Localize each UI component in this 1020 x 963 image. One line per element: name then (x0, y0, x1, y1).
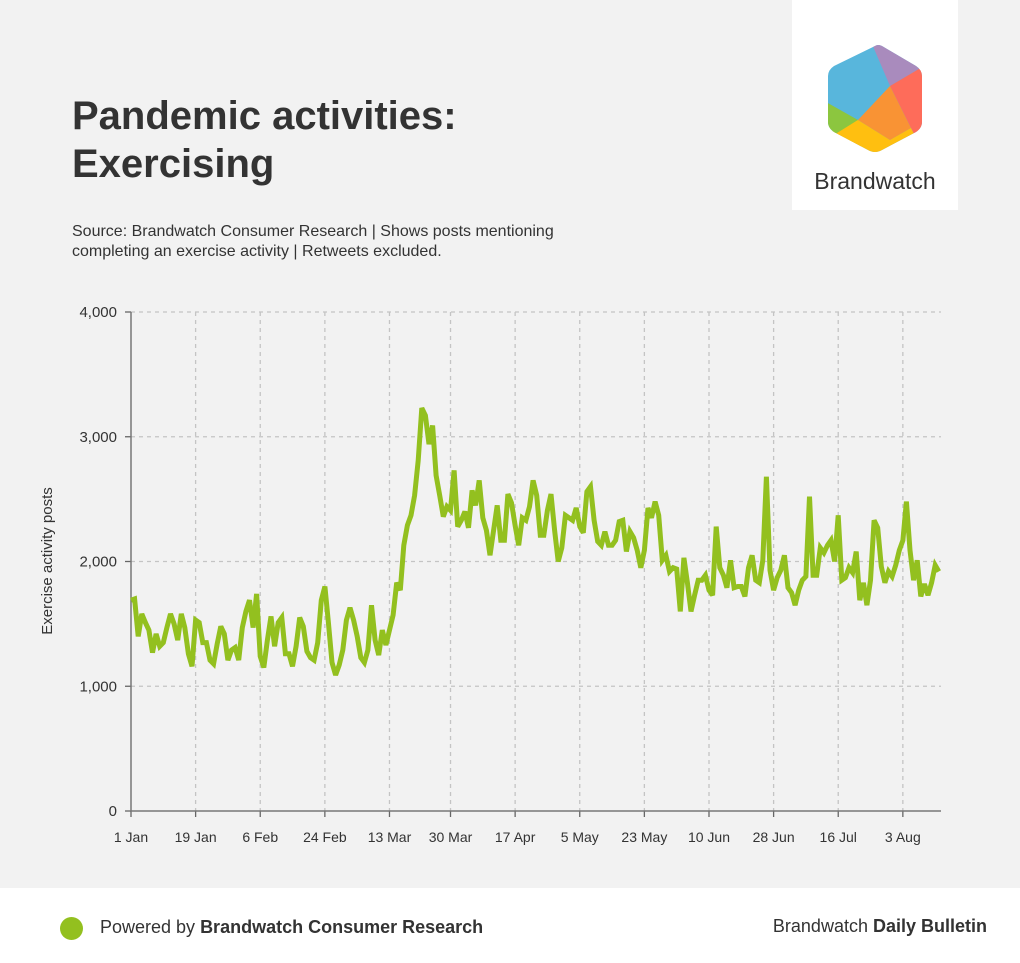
axes: 0 1,000 2,000 3,000 4,000 1 Jan 19 Jan 6 Feb 24 … (79, 304, 941, 845)
bulletin-name: Daily Bulletin (872, 916, 987, 936)
brandwatch-logo-text: Brandwatch (814, 168, 936, 194)
powered-by-text: Powered by Brandwatch Consumer Research (100, 917, 483, 938)
source-line-1: Source: Brandwatch Consumer Research | S… (72, 223, 554, 240)
brand-dot-icon (60, 917, 83, 940)
x-tick-label: 10 Jun (688, 829, 730, 845)
y-tick-label: 3,000 (79, 429, 117, 446)
y-tick-label: 1,000 (79, 678, 117, 695)
x-tick-label: 6 Feb (242, 829, 278, 845)
x-tick-label: 1 Jan (114, 829, 148, 845)
gridlines (131, 311, 941, 811)
x-tick-label: 17 Apr (495, 829, 536, 845)
x-tick-label: 19 Jan (175, 829, 217, 845)
bulletin-prefix: Brandwatch (772, 916, 873, 936)
series (130, 407, 941, 676)
y-axis-label: Exercise activity posts (39, 487, 56, 635)
y-tick-label: 2,000 (79, 554, 117, 571)
x-tick-label: 3 Aug (885, 829, 921, 845)
x-tick-label: 5 May (561, 829, 599, 845)
source-line-2: completing an exercise activity | Retwee… (72, 243, 442, 260)
source-note: Source: Brandwatch Consumer Research | S… (72, 222, 632, 262)
brandwatch-logo-card: Brandwatch (792, 0, 958, 210)
x-tick-label: 23 May (621, 829, 667, 845)
y-tick-label: 0 (109, 803, 117, 820)
x-tick-label: 16 Jul (820, 829, 857, 845)
x-tick-label: 24 Feb (303, 829, 347, 845)
title-line-1: Pandemic activities: (72, 94, 457, 138)
line-chart: 0 1,000 2,000 3,000 4,000 1 Jan 19 Jan 6 Feb 24 … (39, 304, 941, 845)
footer (0, 888, 1020, 963)
y-tick-label: 4,000 (79, 304, 117, 321)
daily-bulletin-text: Brandwatch Daily Bulletin (773, 916, 987, 937)
brandwatch-hexagon-logo-icon (828, 45, 922, 152)
x-tick-label: 13 Mar (368, 829, 412, 845)
x-tick-label: 28 Jun (753, 829, 795, 845)
title-line-2: Exercising (72, 142, 275, 186)
powered-brand: Brandwatch Consumer Research (200, 917, 484, 937)
powered-prefix: Powered by (100, 917, 201, 937)
x-tick-label: 30 Mar (429, 829, 473, 845)
series-line-exercise-posts (130, 407, 941, 676)
page-title: Pandemic activities: Exercising (72, 92, 457, 188)
